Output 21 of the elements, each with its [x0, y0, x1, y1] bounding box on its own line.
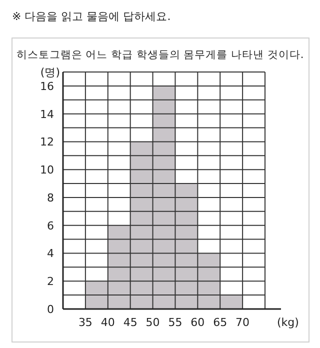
- x-tick-label: 35: [78, 316, 92, 329]
- x-axis-title: (kg): [277, 316, 299, 329]
- x-tick-label: 60: [190, 316, 205, 329]
- chart-title: ※ 다음을 읽고 물음에 답하세요.: [12, 10, 171, 23]
- x-tick-label: 45: [123, 316, 138, 329]
- y-tick-label: 4: [47, 247, 54, 260]
- chart-subtitle: 히스토그램은 어느 학급 학생들의 몸무게를 나타낸 것이다.: [16, 49, 304, 61]
- y-axis-title: (명): [40, 66, 60, 79]
- y-tick-label: 12: [40, 136, 54, 149]
- x-tick-label: 70: [236, 316, 250, 329]
- x-tick-label: 65: [213, 316, 228, 329]
- y-tick-label: 0: [47, 303, 54, 316]
- y-tick-label: 6: [47, 219, 54, 232]
- x-tick-label: 50: [146, 316, 160, 329]
- y-tick-label: 8: [47, 191, 54, 204]
- x-tick-label: 55: [168, 316, 182, 329]
- x-tick-label: 40: [100, 316, 115, 329]
- y-tick-label: 2: [47, 275, 54, 288]
- y-tick-label: 16: [40, 80, 54, 93]
- y-tick-label: 10: [40, 164, 54, 177]
- y-tick-label: 14: [40, 108, 54, 121]
